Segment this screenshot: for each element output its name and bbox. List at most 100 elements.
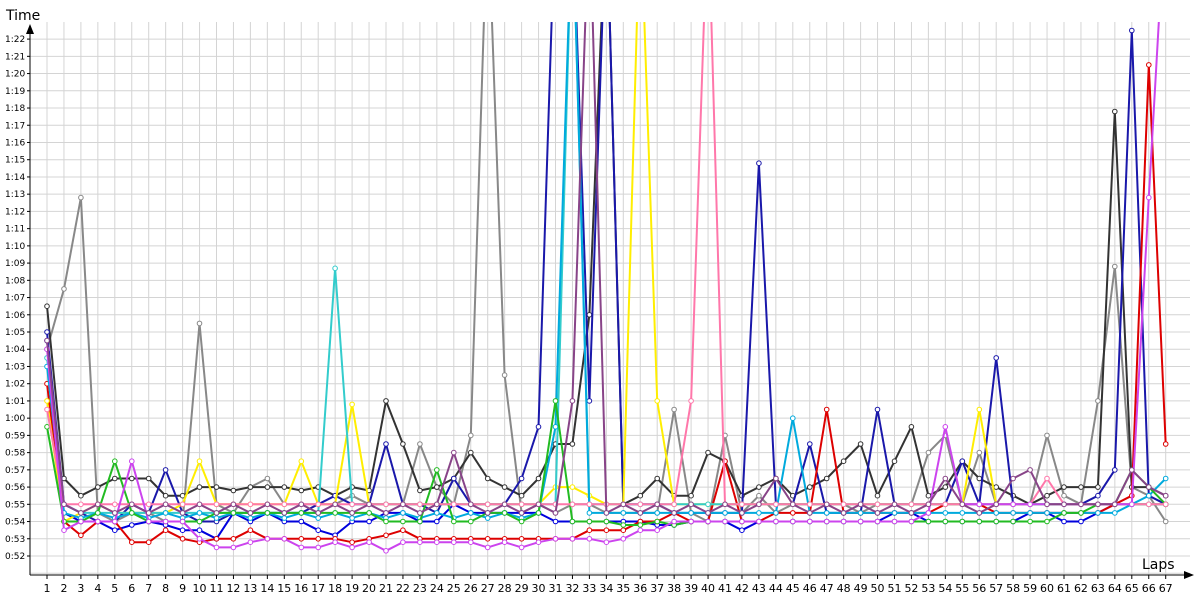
data-point bbox=[756, 492, 762, 499]
y-tick-label: 1:14 bbox=[5, 173, 25, 183]
x-tick-label: 27 bbox=[481, 582, 495, 595]
data-point bbox=[518, 518, 525, 525]
data-point bbox=[484, 544, 491, 551]
data-point bbox=[298, 544, 305, 551]
y-tick-label: 0:55 bbox=[5, 500, 25, 510]
data-point bbox=[196, 501, 203, 508]
data-point bbox=[1112, 263, 1118, 270]
data-point bbox=[739, 518, 745, 525]
data-point bbox=[196, 518, 203, 525]
data-point bbox=[417, 441, 423, 447]
data-point bbox=[281, 536, 288, 542]
data-point bbox=[417, 518, 423, 525]
y-tick-labels: 0:52 0:53 0:54 0:55 0:56 0:57 0:58 0:59 1:00 1:01… bbox=[5, 35, 30, 562]
data-point bbox=[688, 398, 694, 404]
data-point bbox=[654, 518, 661, 525]
data-point bbox=[78, 518, 84, 525]
data-point bbox=[129, 475, 135, 482]
x-axis-title: Laps bbox=[1142, 557, 1175, 573]
data-point bbox=[298, 458, 305, 465]
x-tick-label: 4 bbox=[94, 582, 101, 595]
data-point bbox=[1162, 441, 1169, 447]
data-point bbox=[383, 510, 389, 516]
data-point bbox=[44, 398, 50, 404]
data-point bbox=[145, 475, 152, 482]
y-tick-label: 1:17 bbox=[5, 121, 25, 131]
data-point bbox=[586, 518, 593, 525]
x-tick-label: 5 bbox=[111, 582, 118, 595]
data-point bbox=[349, 510, 355, 516]
data-point bbox=[790, 415, 796, 422]
data-point bbox=[179, 492, 186, 499]
y-tick-label: 1:11 bbox=[5, 225, 25, 235]
data-point bbox=[518, 492, 525, 499]
data-point bbox=[518, 536, 525, 542]
x-tick-label: 39 bbox=[684, 582, 698, 595]
y-tick-label: 1:00 bbox=[5, 414, 25, 424]
data-point bbox=[586, 510, 593, 516]
data-point bbox=[756, 518, 762, 525]
data-point bbox=[790, 510, 796, 516]
data-point bbox=[586, 536, 593, 542]
data-point bbox=[891, 518, 898, 525]
data-point bbox=[484, 515, 491, 521]
data-point bbox=[874, 518, 881, 525]
data-point bbox=[569, 536, 576, 542]
data-point bbox=[535, 501, 542, 508]
data-point bbox=[383, 532, 389, 539]
data-point bbox=[366, 518, 372, 525]
data-point bbox=[688, 518, 694, 525]
data-point bbox=[213, 484, 220, 490]
data-point bbox=[620, 510, 627, 516]
data-point bbox=[773, 518, 779, 525]
data-point bbox=[790, 501, 796, 508]
data-point bbox=[281, 515, 288, 521]
data-point bbox=[196, 510, 203, 516]
data-point bbox=[908, 518, 915, 525]
data-point bbox=[213, 536, 220, 542]
data-point bbox=[1010, 501, 1016, 508]
data-point bbox=[315, 527, 322, 534]
data-point bbox=[654, 501, 661, 508]
data-point bbox=[874, 492, 881, 499]
data-point bbox=[264, 475, 271, 482]
data-point bbox=[1095, 398, 1101, 404]
data-point bbox=[162, 510, 169, 516]
x-tick-label: 9 bbox=[179, 582, 186, 595]
x-tick-label: 6 bbox=[128, 582, 135, 595]
y-tick-label: 1:07 bbox=[5, 294, 25, 304]
data-point bbox=[807, 510, 813, 516]
data-point bbox=[349, 539, 355, 546]
x-tick-label: 57 bbox=[989, 582, 1003, 595]
data-point bbox=[484, 475, 491, 482]
data-point bbox=[61, 527, 67, 534]
data-point bbox=[78, 510, 84, 516]
x-tick-label: 60 bbox=[1040, 582, 1054, 595]
data-point bbox=[959, 458, 966, 465]
data-point bbox=[552, 518, 559, 525]
data-point bbox=[790, 518, 796, 525]
data-point bbox=[891, 501, 898, 508]
data-point bbox=[434, 501, 440, 508]
x-tick-label: 61 bbox=[1057, 582, 1071, 595]
data-point bbox=[112, 501, 118, 508]
data-point bbox=[1061, 501, 1067, 508]
data-point bbox=[95, 501, 101, 508]
data-point bbox=[349, 401, 355, 408]
data-point bbox=[840, 518, 847, 525]
data-point bbox=[179, 510, 186, 516]
data-point bbox=[942, 484, 949, 490]
data-point bbox=[383, 398, 389, 404]
x-tick-label: 10 bbox=[193, 582, 207, 595]
data-point bbox=[383, 501, 389, 508]
data-point bbox=[434, 467, 440, 473]
data-point bbox=[44, 329, 50, 335]
y-tick-label: 1:15 bbox=[5, 156, 25, 166]
data-point bbox=[247, 527, 254, 534]
data-point bbox=[518, 544, 525, 551]
data-point bbox=[959, 510, 966, 516]
data-point bbox=[1044, 432, 1050, 439]
y-tick-label: 1:13 bbox=[5, 190, 25, 200]
x-tick-label: 54 bbox=[938, 582, 952, 595]
data-point bbox=[1061, 510, 1067, 516]
